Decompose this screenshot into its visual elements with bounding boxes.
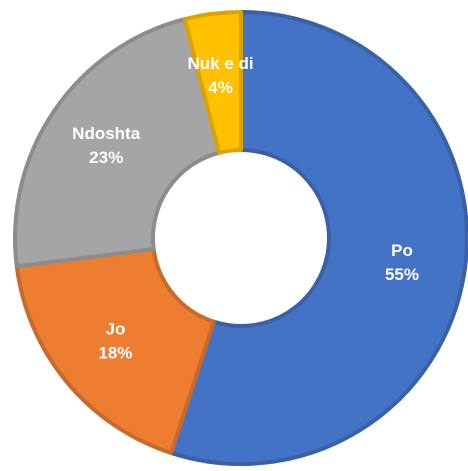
segment-label: Nuk e di — [188, 54, 254, 73]
segment-label: Ndoshta — [72, 124, 141, 143]
segment-value: 4% — [208, 78, 233, 97]
donut-segment — [14, 247, 216, 455]
segment-label: Po — [391, 241, 413, 260]
segment-label: Jo — [105, 319, 125, 338]
donut-segment — [182, 10, 243, 155]
segment-value: 23% — [89, 148, 123, 167]
segment-value: 18% — [98, 343, 132, 362]
donut-segment — [13, 17, 222, 269]
segment-value: 55% — [385, 265, 419, 284]
donut-segment — [169, 10, 468, 466]
